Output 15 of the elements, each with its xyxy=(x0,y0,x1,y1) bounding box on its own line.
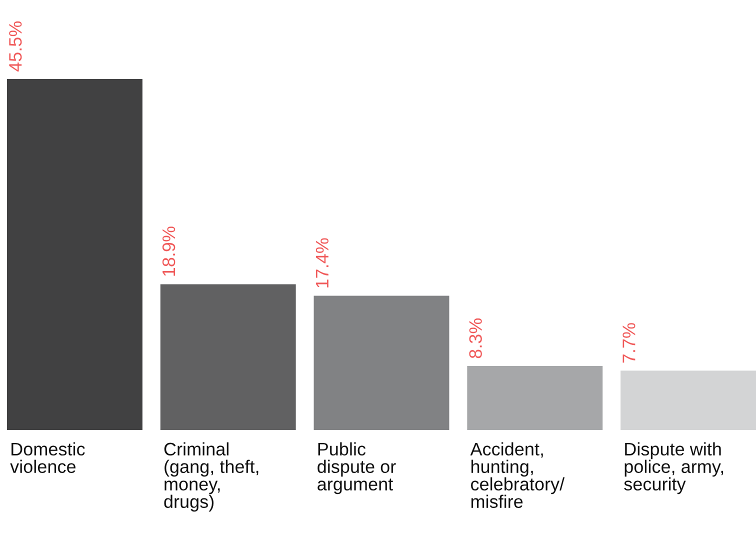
x-tick-label: Criminal (gang, theft, money, drugs) xyxy=(164,442,258,512)
data-label: 17.4% xyxy=(316,238,329,288)
data-label: 18.9% xyxy=(162,226,176,276)
bar xyxy=(620,370,756,430)
x-tick-label: Public dispute or argument xyxy=(318,442,396,494)
data-label: 8.3% xyxy=(469,318,482,358)
data-label: 7.7% xyxy=(622,323,636,363)
x-tick-label: Domestic violence xyxy=(10,442,85,474)
bar xyxy=(7,78,142,430)
x-tick-label: Dispute with police, army, security xyxy=(624,442,724,494)
data-label: 45.5% xyxy=(9,21,22,72)
bar xyxy=(160,284,296,430)
x-tick-label: Accident, hunting, celebratory/ misfire xyxy=(470,442,565,508)
bar xyxy=(314,296,450,430)
bar xyxy=(467,366,603,430)
